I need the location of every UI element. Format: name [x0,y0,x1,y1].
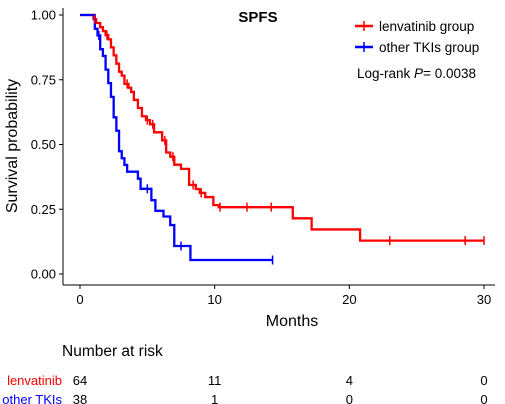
y-tick-label: 0.50 [31,137,56,152]
risk-count: 0 [480,392,487,404]
x-tick-label: 30 [477,292,491,307]
risk-count: 0 [480,373,487,388]
x-axis-title: Months [266,313,318,330]
legend-label-lenvatinib: lenvatinib group [379,19,474,34]
risk-table: lenvatinib 64 11 4 0 other TKIs 38 1 0 0 [2,373,487,404]
risk-count: 4 [346,373,353,388]
risk-row-label: lenvatinib [7,373,62,388]
risk-count: 0 [346,392,353,404]
survival-curve-lenvatinib-group [80,13,484,242]
y-tick-label: 0.00 [31,267,56,282]
log-rank-prefix: Log-rank [357,66,414,81]
y-axis-title: Survival probability [4,79,21,213]
x-tick-label: 10 [207,292,221,307]
risk-count: 1 [211,392,218,404]
risk-table-title: Number at risk [62,343,163,360]
x-tick-label: 0 [76,292,83,307]
y-tick-label: 0.75 [31,72,56,87]
survival-curve-other-tkis-group [80,13,273,262]
log-rank-value: = 0.0038 [423,66,476,81]
x-ticks: 0 10 20 30 [76,285,491,307]
censor-marks [94,14,485,265]
log-rank-p-symbol: P [414,66,423,81]
chart-title: SPFS [238,9,277,26]
risk-count: 64 [73,373,87,388]
y-tick-label: 0.25 [31,202,56,217]
risk-count: 11 [208,373,222,388]
survival-curves [80,13,484,262]
legend-label-other-tkis: other TKIs group [379,40,479,55]
y-ticks: 0.00 0.25 0.50 0.75 1.00 [31,8,63,282]
x-tick-label: 20 [342,292,356,307]
risk-row-label: other TKIs [2,392,62,404]
log-rank-annotation: Log-rank P= 0.0038 [357,66,476,81]
risk-count: 38 [73,392,87,404]
y-tick-label: 1.00 [31,8,56,23]
legend: lenvatinib group other TKIs group [355,19,479,55]
